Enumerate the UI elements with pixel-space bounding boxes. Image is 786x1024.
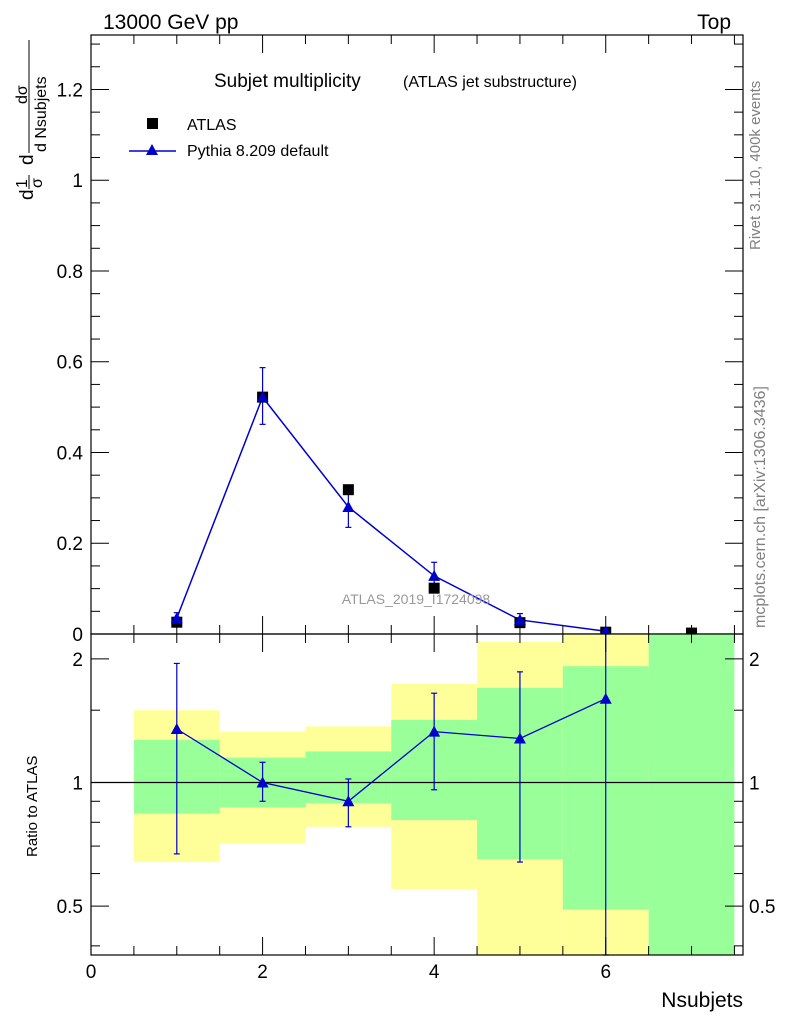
xlabel: Nsubjets — [661, 989, 743, 1012]
ratio-ytick-label: 1 — [72, 773, 83, 794]
legend-atlas-marker — [147, 118, 158, 129]
top-ytick-label: 0.2 — [57, 534, 83, 555]
atlas-point — [686, 627, 698, 639]
pythia-point — [513, 613, 526, 625]
ratio-ytick-label-right: 1 — [749, 773, 760, 794]
pythia-point — [342, 500, 355, 512]
ratio-ytick-label-right: 0.5 — [749, 897, 775, 918]
ylabel-dsigma: dσ — [14, 85, 31, 104]
ratio-xtick-label: 4 — [429, 962, 440, 983]
ylabel-one: 1 — [14, 179, 31, 188]
ratio-point — [599, 692, 612, 704]
top-ylabel: d 1 σ d dσ d Nsubjets — [14, 40, 50, 200]
ratio-plot-panel: 0.5 0.5 1 1 2 2 0 2 4 6 — [57, 633, 775, 983]
top-ytick-label: 0.6 — [57, 353, 83, 374]
header-right: Top — [697, 11, 731, 34]
green-band — [648, 634, 735, 955]
rivet-label: Rivet 3.1.10, 400k events — [747, 81, 764, 250]
ratio-ytick-label-right: 2 — [749, 650, 760, 671]
ratio-point — [256, 776, 269, 788]
header-left: 13000 GeV pp — [103, 11, 238, 34]
chart-subtitle: (ATLAS jet substructure) — [403, 74, 577, 91]
top-ytick-label: 0.8 — [57, 262, 83, 283]
top-ytick-label: 0.4 — [57, 443, 84, 464]
ratio-ytick-label: 0.5 — [57, 897, 83, 918]
ylabel-d2: d — [17, 154, 38, 165]
ratio-ytick-label: 2 — [72, 650, 83, 671]
ylabel-d1: d — [17, 189, 38, 200]
ratio-point — [342, 795, 355, 807]
pythia-point — [170, 612, 183, 624]
atlas-point — [428, 582, 440, 594]
ratio-point — [428, 725, 441, 737]
legend-pythia-marker — [146, 144, 158, 155]
legend-atlas-label: ATLAS — [187, 117, 237, 134]
ratio-frame — [90, 633, 744, 956]
ratio-ylabel: Ratio to ATLAS — [24, 756, 41, 857]
top-ytick-label-zero: 0 — [72, 625, 83, 646]
ratio-point — [170, 722, 183, 734]
top-ytick-label: 1.2 — [57, 80, 83, 101]
mcplots-label: mcplots.cern.ch [arXiv:1306.3436] — [752, 386, 769, 628]
pythia-line — [176, 395, 606, 633]
ratio-point — [513, 732, 526, 744]
main-plot-panel: 0.2 0.4 0.6 0.8 1 1.2 0 — [57, 34, 744, 646]
atlas-point — [342, 484, 354, 496]
chart-title: Subjet multiplicity — [214, 71, 361, 92]
legend-pythia-label: Pythia 8.209 default — [187, 143, 329, 160]
ratio-xtick-label: 2 — [257, 962, 268, 983]
top-ytick-label: 1 — [72, 171, 83, 192]
ratio-xtick-label: 6 — [600, 962, 611, 983]
ratio-xtick-label: 0 — [86, 962, 97, 983]
analysis-watermark: ATLAS_2019_I1724098 — [342, 591, 491, 607]
pythia-point — [256, 391, 269, 403]
ratio-line — [176, 698, 607, 802]
ylabel-sigma: σ — [29, 178, 46, 188]
pythia-point — [428, 569, 441, 581]
ylabel-dN: d Nsubjets — [33, 76, 50, 152]
legend: ATLAS Pythia 8.209 default — [129, 117, 329, 160]
